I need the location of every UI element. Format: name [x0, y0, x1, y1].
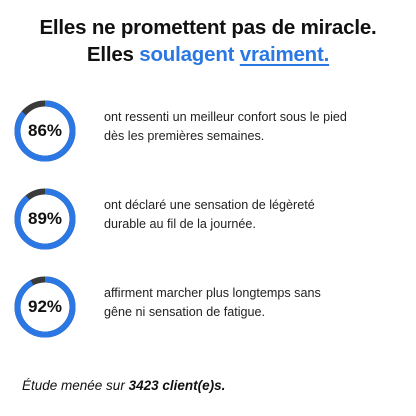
study-footnote: Étude menée sur 3423 client(e)s. [22, 378, 225, 393]
progress-ring-fill-3 [14, 276, 76, 338]
stat-item-3: 92% affirment marcher plus longtemps san… [14, 276, 406, 338]
headline: Elles ne promettent pas de miracle. Elle… [0, 14, 416, 68]
stat-description-3-line-2: gêne ni sensation de fatigue. [104, 305, 266, 319]
progress-ring-2: 89% [14, 188, 76, 250]
stat-description-1-line-2: dès les premières semaines. [104, 129, 265, 143]
stat-description-1: ont ressenti un meilleur confort sous le… [104, 108, 404, 146]
progress-ring-svg-3 [14, 276, 76, 338]
stat-item-2: 89% ont déclaré une sensation de légèret… [14, 188, 406, 250]
progress-ring-1: 86% [14, 100, 76, 162]
headline-line-2: Elles soulagent vraiment. [0, 41, 416, 68]
headline-prefix: Elles [86, 43, 140, 66]
progress-ring-3: 92% [14, 276, 76, 338]
percent-label-3: 92% [27, 297, 63, 316]
stat-description-3: affirment marcher plus longtemps sans gê… [104, 284, 404, 322]
footnote-count: 3423 client(e)s. [128, 378, 226, 393]
stat-description-2-line-1: ont déclaré une sensation de légèreté [104, 198, 315, 212]
progress-ring-fill-2 [14, 188, 76, 250]
progress-ring-svg-2 [14, 188, 76, 250]
progress-ring-fill-1 [14, 100, 76, 162]
percent-label-1: 86% [27, 121, 63, 140]
stat-description-3-line-1: affirment marcher plus longtemps sans [104, 286, 321, 300]
progress-ring-svg-1 [14, 100, 76, 162]
stat-item-1: 86% ont ressenti un meilleur confort sou… [14, 100, 406, 162]
headline-accent-word: soulagent [139, 43, 235, 66]
footnote-prefix: Étude menée sur [22, 378, 129, 393]
percent-label-2: 89% [27, 209, 63, 228]
stat-description-1-line-1: ont ressenti un meilleur confort sous le… [104, 110, 347, 124]
stat-description-2: ont déclaré une sensation de légèreté du… [104, 196, 404, 234]
headline-line-1: Elles ne promettent pas de miracle. [39, 16, 377, 39]
headline-underlined-word: vraiment. [239, 43, 330, 66]
stat-description-2-line-2: durable au fil de la journée. [104, 217, 256, 231]
